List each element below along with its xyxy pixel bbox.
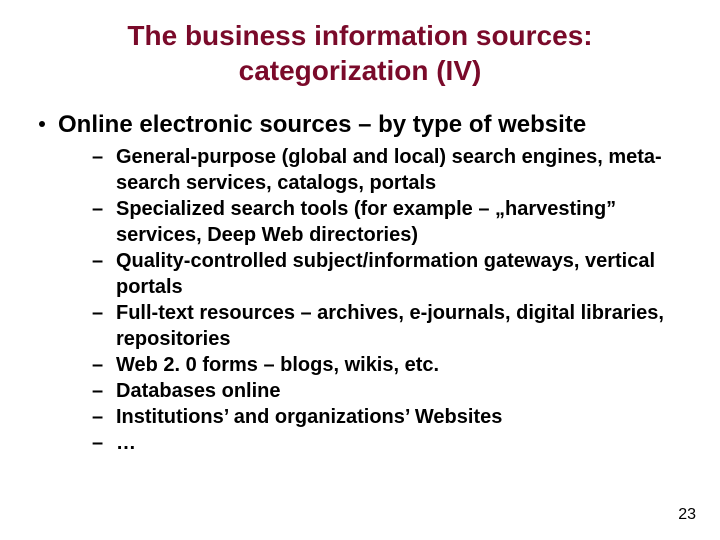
sub-text: Full-text resources – archives, e-journa… (116, 302, 664, 350)
sub-item: –Institutions’ and organizations’ Websit… (92, 404, 692, 430)
dash-icon: – (92, 430, 103, 456)
dash-icon: – (92, 248, 103, 274)
sub-text: Quality-controlled subject/information g… (116, 250, 655, 298)
main-heading-text: Online electronic sources – by type of w… (58, 111, 586, 138)
sub-item: –Databases online (92, 378, 692, 404)
slide: The business information sources: catego… (0, 0, 720, 540)
dash-icon: – (92, 378, 103, 404)
sub-item: –Full-text resources – archives, e-journ… (92, 300, 692, 352)
sub-text: General-purpose (global and local) searc… (116, 146, 662, 194)
dash-icon: – (92, 352, 103, 378)
dash-icon: – (92, 300, 103, 326)
sub-list: –General-purpose (global and local) sear… (58, 144, 692, 456)
sub-text: Web 2. 0 forms – blogs, wikis, etc. (116, 354, 439, 376)
main-heading-item: Online electronic sources – by type of w… (28, 110, 692, 456)
sub-text: Institutions’ and organizations’ Website… (116, 406, 502, 428)
sub-text: … (116, 432, 136, 454)
sub-item: –General-purpose (global and local) sear… (92, 144, 692, 196)
bullet-icon (39, 121, 45, 127)
dash-icon: – (92, 196, 103, 222)
sub-item: –Quality-controlled subject/information … (92, 248, 692, 300)
sub-item: –Web 2. 0 forms – blogs, wikis, etc. (92, 352, 692, 378)
dash-icon: – (92, 144, 103, 170)
sub-text: Databases online (116, 380, 281, 402)
sub-text: Specialized search tools (for example – … (116, 198, 616, 246)
title-line-2: categorization (IV) (239, 55, 482, 86)
sub-item: –… (92, 430, 692, 456)
main-list: Online electronic sources – by type of w… (28, 110, 692, 456)
title-line-1: The business information sources: (127, 20, 592, 51)
sub-item: –Specialized search tools (for example –… (92, 196, 692, 248)
slide-title: The business information sources: catego… (28, 18, 692, 88)
dash-icon: – (92, 404, 103, 430)
page-number: 23 (678, 506, 696, 524)
